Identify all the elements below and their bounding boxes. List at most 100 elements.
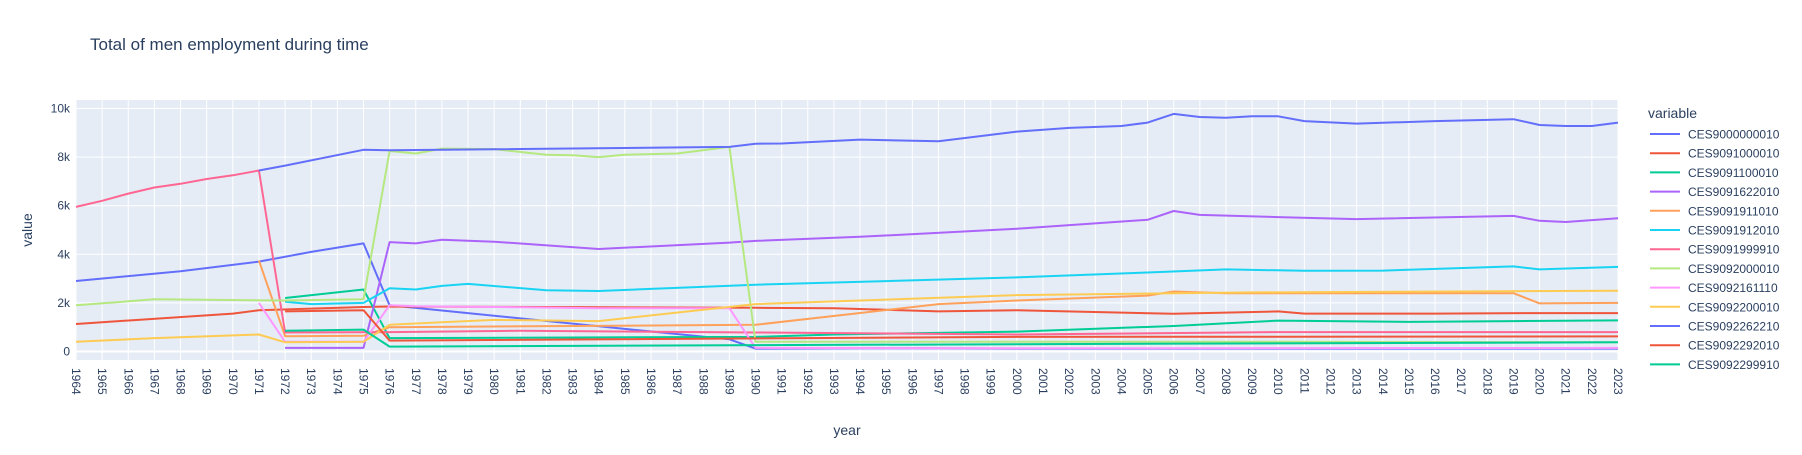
legend-item-label[interactable]: CES9091622010 xyxy=(1688,185,1780,199)
x-tick-label: 1980 xyxy=(487,368,501,395)
x-tick-label: 2003 xyxy=(1088,368,1102,395)
x-tick-label: 2001 xyxy=(1036,368,1050,395)
legend-item-label[interactable]: CES9092292010 xyxy=(1688,339,1780,353)
chart-title: Total of men employment during time xyxy=(90,35,369,54)
x-tick-label: 1974 xyxy=(330,368,344,395)
legend-item-label[interactable]: CES9091911010 xyxy=(1688,204,1779,218)
x-tick-label: 1990 xyxy=(749,368,763,395)
x-tick-label: 2013 xyxy=(1350,368,1364,395)
x-tick-label: 1976 xyxy=(383,368,397,395)
legend-item-label[interactable]: CES9000000010 xyxy=(1688,128,1780,142)
plot-background xyxy=(76,100,1618,360)
x-tick-label: 1975 xyxy=(356,368,370,395)
x-tick-label: 2016 xyxy=(1428,368,1442,395)
x-tick-label: 1978 xyxy=(435,368,449,395)
series-line-ces9092299910[interactable] xyxy=(285,328,1619,348)
y-axis-label: value xyxy=(19,213,35,247)
x-tick-label: 2012 xyxy=(1324,368,1338,395)
series-line-ces9091100010[interactable] xyxy=(284,288,1619,340)
x-tick-label: 1986 xyxy=(644,368,658,395)
x-tick-label: 1993 xyxy=(827,368,841,395)
x-tick-label: 1997 xyxy=(931,368,945,395)
x-tick-label: 2002 xyxy=(1062,368,1076,395)
series-line-ces9092292010[interactable] xyxy=(285,309,1619,342)
legend-item-label[interactable]: CES9092000010 xyxy=(1688,262,1780,276)
legend-item-label[interactable]: CES9091912010 xyxy=(1688,224,1780,238)
x-tick-label: 1977 xyxy=(409,368,423,395)
y-tick-label: 2k xyxy=(57,296,71,310)
y-tick-label: 0 xyxy=(63,344,70,358)
x-tick-label: 1982 xyxy=(539,368,553,395)
legend-item-label[interactable]: CES9092161110 xyxy=(1688,281,1778,295)
legend-item-label[interactable]: CES9091100010 xyxy=(1688,166,1779,180)
y-tick-label: 4k xyxy=(57,247,71,261)
x-tick-label: 1989 xyxy=(722,368,736,395)
series-lines xyxy=(75,112,1619,350)
x-tick-label: 2019 xyxy=(1506,368,1520,395)
x-tick-label: 2005 xyxy=(1141,368,1155,395)
x-tick-label: 2010 xyxy=(1271,368,1285,395)
x-tick-label: 2020 xyxy=(1533,368,1547,395)
x-tick-label: 2006 xyxy=(1167,368,1181,395)
y-tick-label: 6k xyxy=(57,199,71,213)
gridlines xyxy=(75,100,1619,360)
x-tick-label: 2015 xyxy=(1402,368,1416,395)
x-tick-label: 1996 xyxy=(905,368,919,395)
x-axis-label: year xyxy=(833,422,861,438)
series-line-ces9091912010[interactable] xyxy=(285,265,1619,306)
x-tick-label: 2000 xyxy=(1010,368,1024,395)
x-tick-label: 1999 xyxy=(984,368,998,395)
x-tick-label: 1969 xyxy=(200,368,214,395)
x-tick-label: 2011 xyxy=(1297,368,1311,394)
x-tick-label: 2022 xyxy=(1585,368,1599,395)
y-tick-label: 10k xyxy=(51,102,71,116)
axes: 1964 1965 1966 1967 1968 1969 1970 1971 1972 1973… xyxy=(51,102,1625,396)
legend-item-label[interactable]: CES9091000010 xyxy=(1688,147,1780,161)
x-tick-label: 1968 xyxy=(174,368,188,395)
x-tick-label: 2023 xyxy=(1611,368,1625,395)
x-tick-label: 1964 xyxy=(69,368,83,395)
series-line-ces9091000010[interactable] xyxy=(75,305,1618,325)
x-tick-label: 2009 xyxy=(1245,368,1259,395)
legend: variable CES9000000010 CES9091000010 CES90… xyxy=(1648,105,1780,372)
x-tick-label: 1984 xyxy=(592,368,606,395)
series-line-ces9092200010[interactable] xyxy=(75,289,1619,344)
x-tick-label: 1995 xyxy=(879,368,893,395)
legend-item-label[interactable]: CES9092200010 xyxy=(1688,300,1780,314)
x-tick-label: 2008 xyxy=(1219,368,1233,395)
x-tick-label: 1985 xyxy=(618,368,632,395)
x-tick-label: 1973 xyxy=(304,368,318,395)
legend-title: variable xyxy=(1648,105,1697,121)
x-tick-label: 1991 xyxy=(775,368,789,395)
x-tick-label: 2017 xyxy=(1454,368,1468,395)
x-tick-label: 2004 xyxy=(1114,368,1128,395)
x-tick-label: 1994 xyxy=(853,368,867,395)
x-tick-label: 1981 xyxy=(513,368,527,395)
series-line-ces9091622010[interactable] xyxy=(285,210,1619,349)
x-tick-label: 1987 xyxy=(670,368,684,395)
x-tick-label: 1970 xyxy=(226,368,240,395)
x-tick-label: 2014 xyxy=(1376,368,1390,395)
x-tick-label: 1967 xyxy=(147,368,161,395)
x-tick-label: 2018 xyxy=(1480,368,1494,395)
legend-item-label[interactable]: CES9092299910 xyxy=(1688,358,1780,372)
x-tick-label: 2007 xyxy=(1193,368,1207,395)
x-tick-label: 1992 xyxy=(801,368,815,395)
x-tick-label: 1998 xyxy=(958,368,972,395)
y-tick-label: 8k xyxy=(57,150,71,164)
series-line-ces9091911010[interactable] xyxy=(257,260,1619,338)
x-tick-label: 2021 xyxy=(1559,368,1573,395)
x-tick-label: 1971 xyxy=(252,368,266,395)
x-tick-label: 1966 xyxy=(121,368,135,395)
legend-item-label[interactable]: CES9092262210 xyxy=(1688,320,1780,334)
series-line-ces9092262210[interactable] xyxy=(258,112,1619,172)
x-tick-label: 1983 xyxy=(566,368,580,395)
x-tick-label: 1965 xyxy=(95,368,109,395)
series-line-ces9092000010[interactable] xyxy=(75,145,1619,344)
legend-item-label[interactable]: CES9091999910 xyxy=(1688,243,1780,257)
x-tick-label: 1979 xyxy=(461,368,475,395)
x-tick-label: 1972 xyxy=(278,368,292,395)
x-tick-label: 1988 xyxy=(696,368,710,395)
